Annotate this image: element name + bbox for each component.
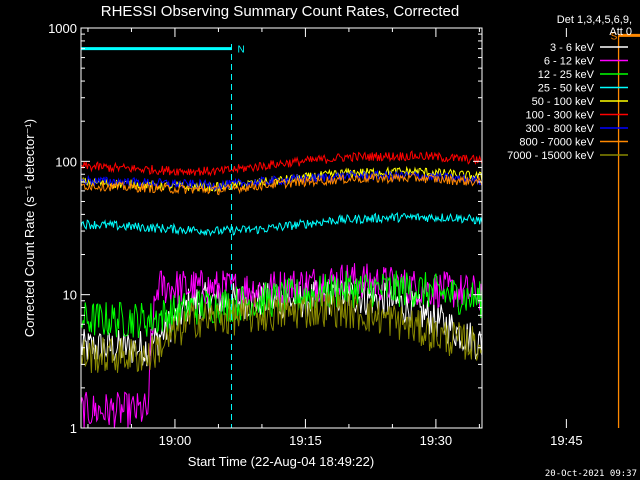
legend-label-7: 300 - 800 keV	[526, 123, 595, 135]
series-9	[81, 291, 482, 374]
y-axis-label: Corrected Count Rate (s⁻¹ detector⁻¹)	[22, 119, 37, 337]
legend-label-9: 7000 - 15000 keV	[507, 150, 595, 162]
legend-header-2: Att 0	[609, 26, 632, 38]
series-8-segment-1	[81, 172, 482, 196]
series-5-segment-1	[81, 165, 482, 192]
series-7	[81, 169, 482, 192]
legend-label-2: 6 - 12 keV	[544, 56, 595, 68]
legend-label-1: 3 - 6 keV	[550, 42, 595, 54]
legend-label-6: 100 - 300 keV	[526, 110, 595, 122]
x-tick-label-1: 19:00	[159, 433, 192, 448]
y-tick-label-4: 1000	[48, 21, 77, 36]
plot-frame	[80, 27, 483, 429]
legend-label-3: 12 - 25 keV	[538, 69, 595, 81]
series-4	[81, 211, 482, 237]
series-3-segment-1	[81, 270, 482, 339]
legend-label-5: 50 - 100 keV	[532, 96, 595, 108]
series-5	[81, 165, 482, 192]
series-8	[81, 172, 482, 196]
legend-label-4: 25 - 50 keV	[538, 83, 595, 95]
x-tick-label-4: 19:45	[550, 433, 583, 448]
x-tick-label-3: 19:30	[420, 433, 453, 448]
series-6-segment-1	[81, 150, 482, 177]
series-4-segment-1	[81, 211, 482, 237]
legend: Det 1,3,4,5,6,9,Att 0 3 - 6 keV 6 - 12 keV…	[507, 14, 632, 162]
series-layer	[81, 150, 482, 428]
y-tick-label-2: 10	[63, 288, 77, 303]
chart-title: RHESSI Observing Summary Count Rates, Co…	[101, 3, 459, 20]
series-3	[81, 270, 482, 339]
annotation-label-s: S	[611, 31, 618, 42]
x-axis-label: Start Time (22-Aug-04 18:49:22)	[188, 454, 374, 469]
legend-header-1: Det 1,3,4,5,6,9,	[557, 14, 632, 26]
x-tick-label-2: 19:15	[289, 433, 322, 448]
series-9-segment-1	[81, 291, 482, 374]
footer-timestamp: 20-Oct-2021 09:37	[545, 469, 637, 479]
series-7-segment-1	[81, 169, 482, 192]
legend-label-8: 800 - 7000 keV	[519, 137, 594, 149]
y-tick-label-3: 100	[55, 154, 77, 169]
y-tick-label-1: 1	[70, 421, 77, 436]
series-6	[81, 150, 482, 177]
annotation-label-n: N	[237, 45, 244, 56]
